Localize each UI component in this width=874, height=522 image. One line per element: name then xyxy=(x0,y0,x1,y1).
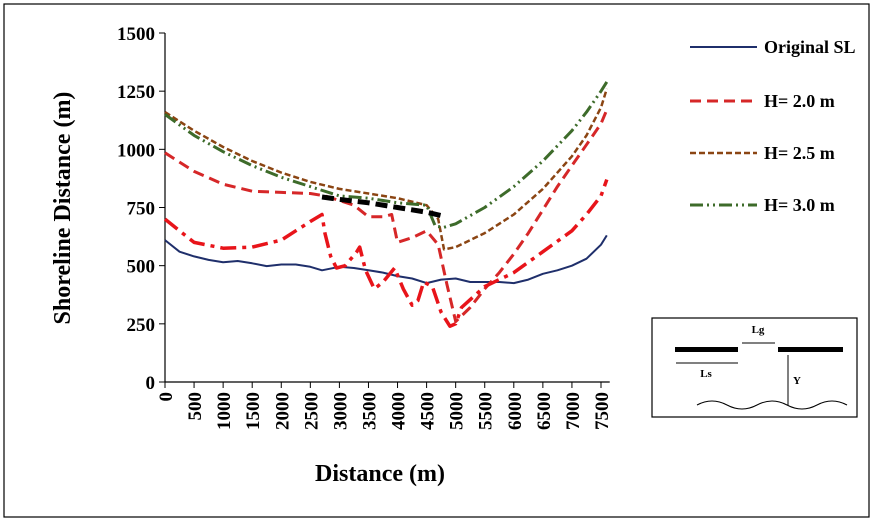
frame xyxy=(3,3,870,518)
legend-label: H= 3.0 m xyxy=(764,195,835,215)
legend-label: H= 2.5 m xyxy=(764,143,835,163)
y-tick-label: 250 xyxy=(127,315,156,336)
x-axis-title: Distance (m) xyxy=(315,461,445,487)
y-axis-title: Shoreline Distance (m) xyxy=(50,92,76,325)
y-tick-label: 500 xyxy=(127,257,156,278)
y-tick-label: 0 xyxy=(146,373,156,394)
inset: Lg Ls Y xyxy=(651,317,858,418)
legend-label: Original SL xyxy=(764,37,856,57)
x-tick-label: 6500 xyxy=(534,392,555,430)
series-line xyxy=(321,194,442,219)
x-tick-label: 500 xyxy=(185,392,206,421)
distance-label: Y xyxy=(793,375,801,387)
legend-label: H= 2.0 m xyxy=(764,91,835,111)
x-tick-label: 3000 xyxy=(330,392,351,430)
x-tick-label: 2500 xyxy=(301,392,322,430)
inset-box xyxy=(651,317,858,418)
shoreline xyxy=(696,400,848,410)
x-tick-label: 7500 xyxy=(592,392,613,430)
x-tick-label: 1000 xyxy=(214,392,235,430)
breakwater xyxy=(675,347,738,352)
gap-label: Lg xyxy=(752,324,765,336)
x-tick-label: 0 xyxy=(156,392,177,402)
y-tick-label: 750 xyxy=(127,199,156,220)
x-tick-label: 1500 xyxy=(243,392,264,430)
x-tick-label: 5000 xyxy=(447,392,468,430)
breakwater xyxy=(778,347,843,352)
x-tick-label: 5500 xyxy=(476,392,497,430)
series-line xyxy=(164,88,608,251)
series-line xyxy=(163,179,609,328)
x-tick-label: 4500 xyxy=(418,392,439,430)
y-tick-label: 1250 xyxy=(117,82,155,103)
x-tick-label: 6000 xyxy=(505,392,526,430)
x-tick-label: 3500 xyxy=(359,392,380,430)
length-label: Ls xyxy=(700,368,712,380)
y-tick-label: 1000 xyxy=(117,140,155,161)
x-tick-label: 4000 xyxy=(389,392,410,430)
y-tick-label: 1500 xyxy=(117,24,155,45)
x-tick-label: 2000 xyxy=(272,392,293,430)
x-tick-label: 7000 xyxy=(563,392,584,430)
series-line xyxy=(164,109,609,323)
